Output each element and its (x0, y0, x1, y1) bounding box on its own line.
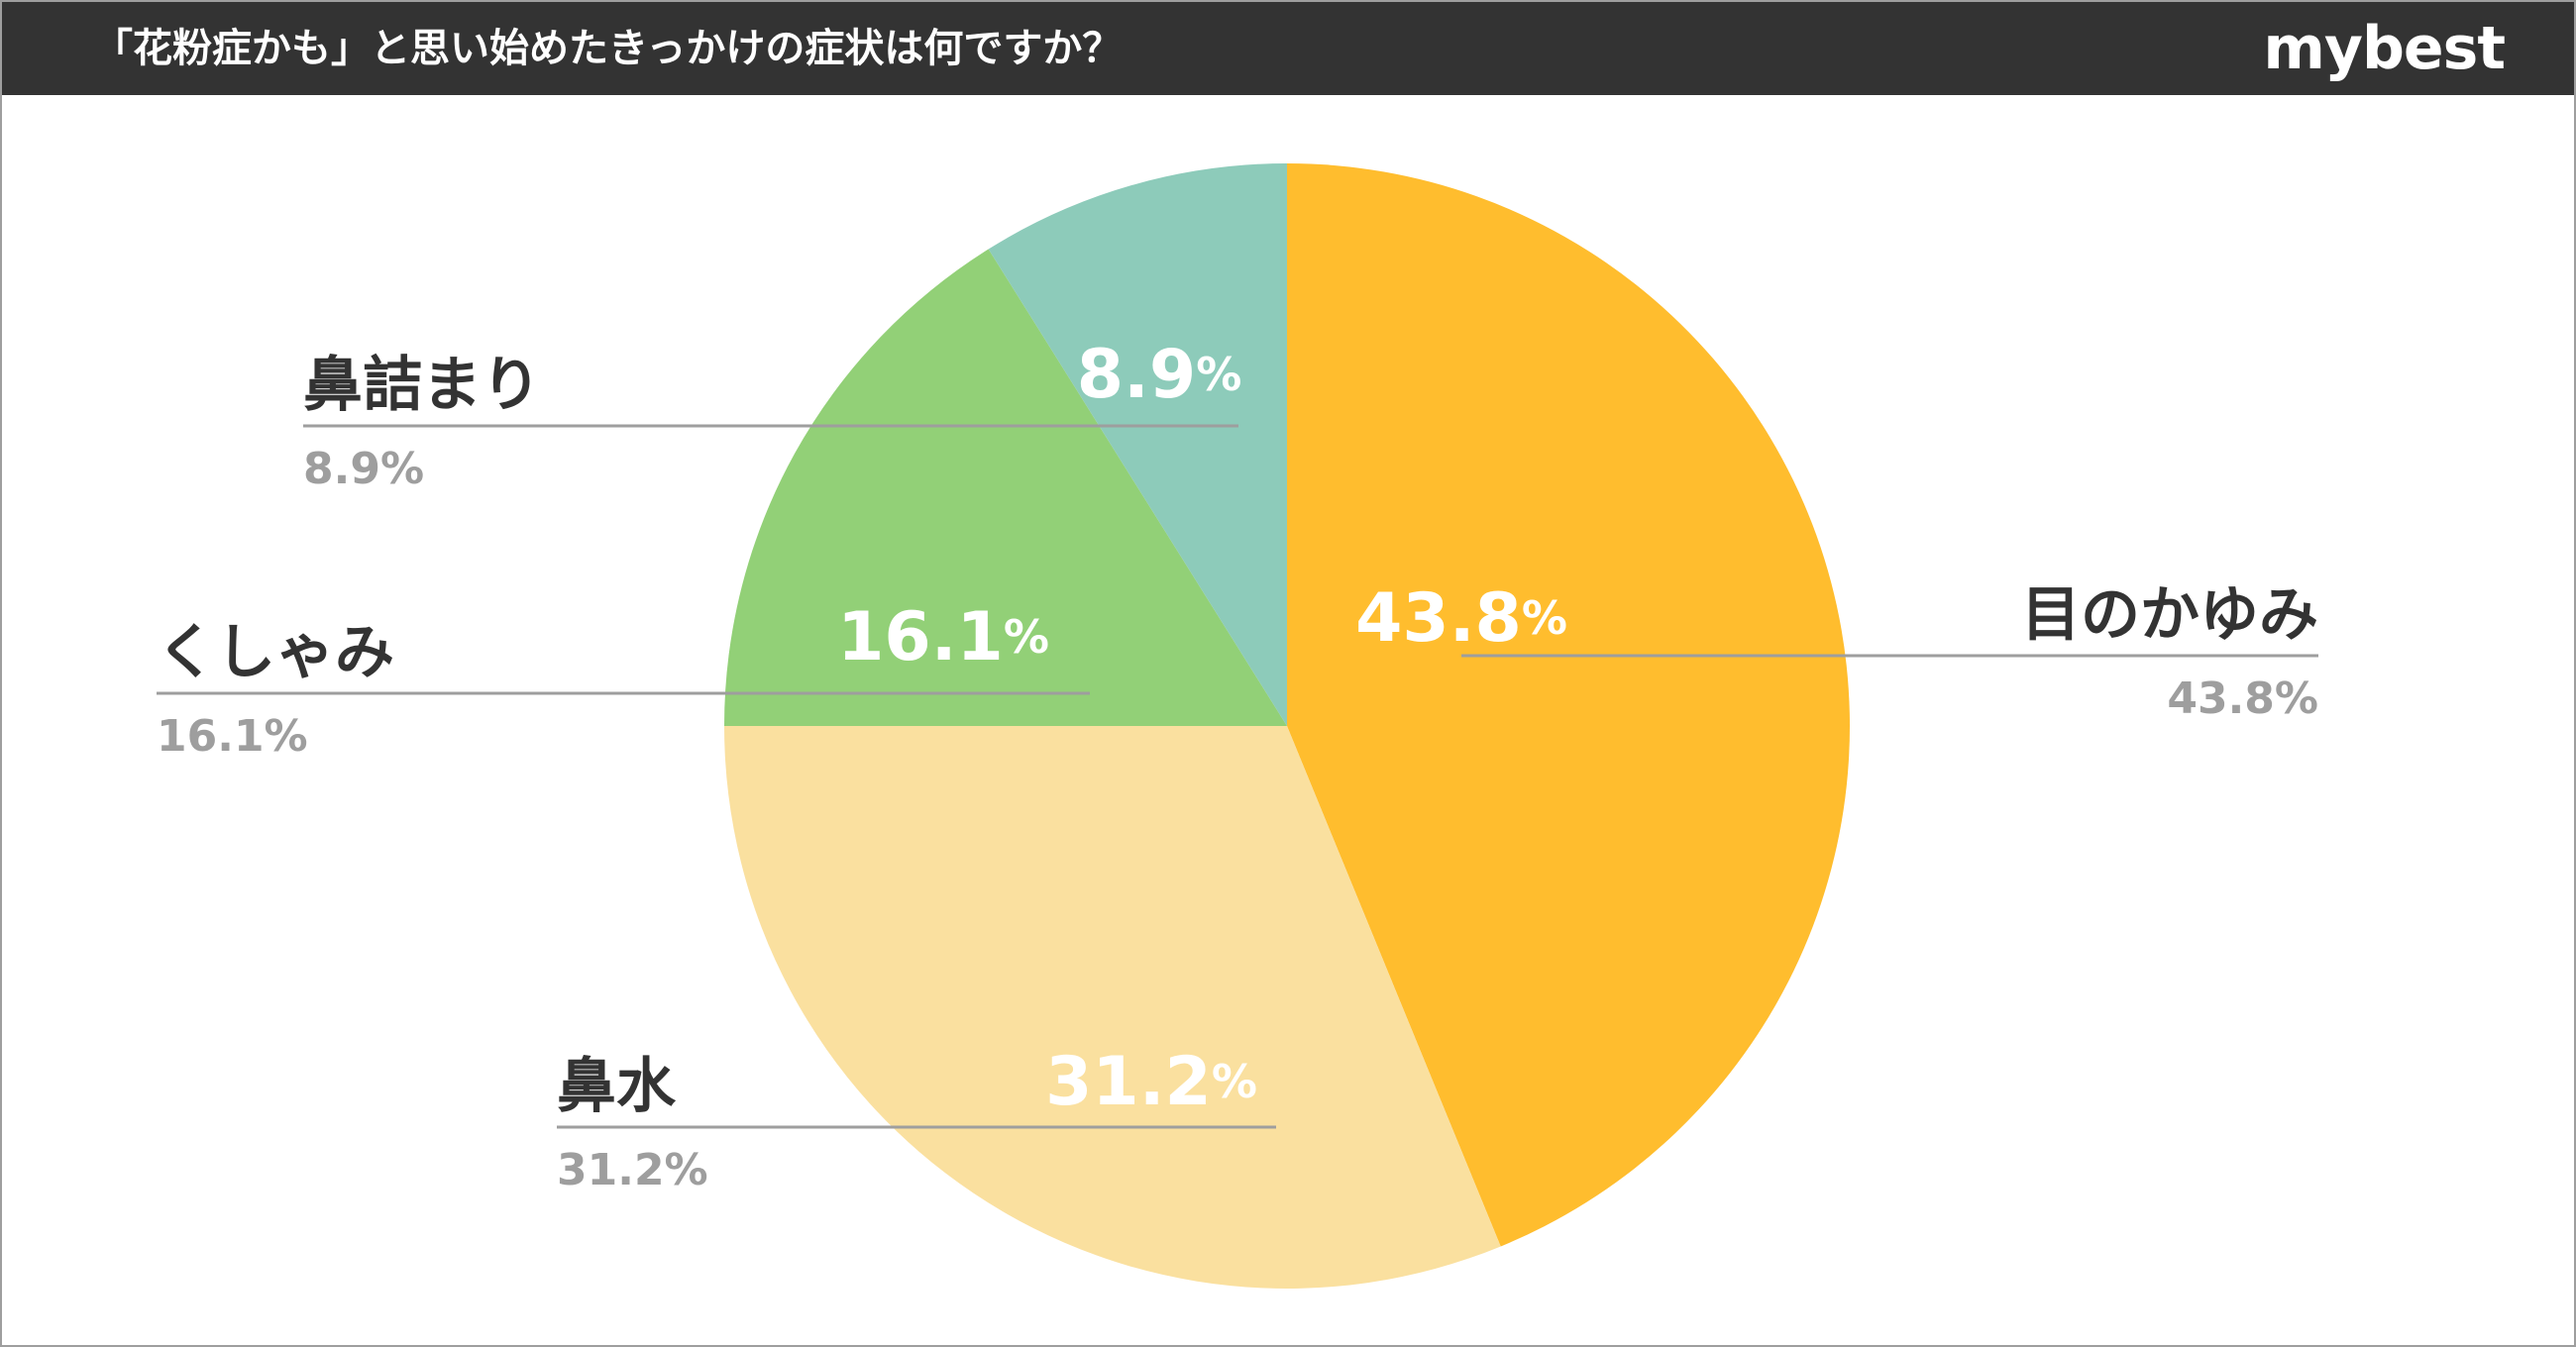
mybest-logo: mybest (2263, 14, 2506, 83)
pie-slice-4 (988, 163, 1287, 726)
category-label-3: くしゃみ (157, 618, 394, 687)
slice-value-label-3: 16.1% (837, 598, 1049, 676)
category-percent-4: 8.9% (303, 444, 424, 494)
pie-slice-1 (1287, 163, 1850, 1247)
slice-value-label-1: 43.8% (1355, 579, 1567, 658)
slice-value-label-4: 8.9% (1077, 336, 1242, 414)
pie-slice-2 (724, 726, 1501, 1289)
category-percent-3: 16.1% (157, 711, 308, 762)
category-percent-2: 31.2% (557, 1145, 708, 1195)
header-bar: 「花粉症かも」と思い始めたきっかけの症状は何ですか？ mybest (2, 2, 2574, 95)
category-label-1: 目のかゆみ (2021, 580, 2318, 650)
category-percent-1: 43.8% (2167, 674, 2318, 724)
pie-chart: 43.8% 目のかゆみ 43.8% 31.2% 鼻水 31.2% 16.1% くしゃみ 16.1… (2, 95, 2574, 1345)
chart-title: 「花粉症かも」と思い始めたきっかけの症状は何ですか？ (93, 26, 1123, 71)
pie-slice-3 (724, 249, 1287, 727)
category-label-4: 鼻詰まり (303, 351, 541, 420)
category-label-2: 鼻水 (557, 1052, 677, 1121)
pie-chart-svg: 43.8% 目のかゆみ 43.8% 31.2% 鼻水 31.2% 16.1% くしゃみ 16.1… (157, 163, 2318, 1289)
slice-value-label-2: 31.2% (1045, 1043, 1257, 1121)
